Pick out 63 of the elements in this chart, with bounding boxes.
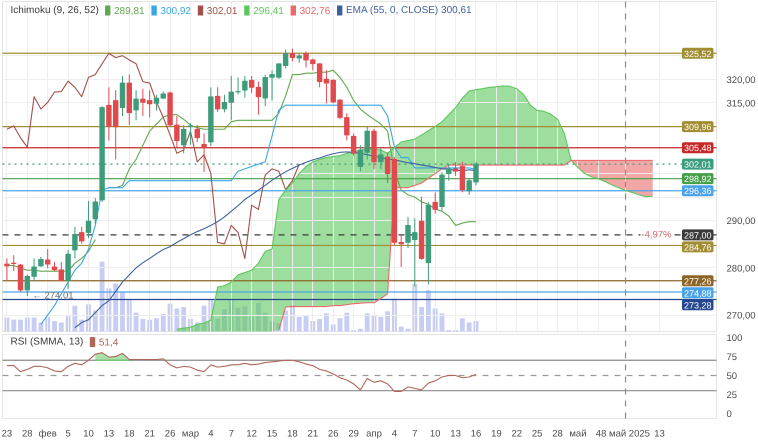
y-tick-label: 290,00 xyxy=(726,216,756,228)
legend-label: 289,81 xyxy=(114,6,146,17)
legend-label: EMA (55, 0, CLOSE) 300,61 xyxy=(346,5,472,16)
ref-line-label: 298,92 xyxy=(684,174,712,184)
legend-label: 51,4 xyxy=(98,338,119,349)
x-tick-label: 18 xyxy=(287,428,298,440)
legend-title: RSI (SMMA, 13) xyxy=(10,336,84,348)
ref-line-label: 296,36 xyxy=(684,186,712,196)
y-tick-label: 320,00 xyxy=(726,74,756,86)
x-tick-label: 4 xyxy=(596,428,601,440)
x-tick-label: 26 xyxy=(328,428,339,440)
x-tick-label: 29 xyxy=(348,428,359,440)
y-tick-label: 270,00 xyxy=(726,310,756,322)
legend-label: 296,41 xyxy=(253,6,284,17)
x-tick-label: 28 xyxy=(552,428,563,440)
x-tick-label: 4 xyxy=(208,428,214,440)
ref-line-label: 325,52 xyxy=(684,48,712,59)
legend-label: 300,92 xyxy=(160,6,192,17)
x-tick-label: 23 xyxy=(2,428,12,440)
x-tick-label: фев xyxy=(38,428,57,440)
x-tick-label: 16 xyxy=(470,428,482,440)
x-tick-label: 5 xyxy=(65,428,71,440)
legend-title: Ichimoku (9, 26, 52) xyxy=(10,5,99,16)
x-tick-label: 25 xyxy=(532,428,542,440)
x-tick-label: 13 xyxy=(654,428,665,440)
legend-label: 302,76 xyxy=(300,6,331,17)
x-tick-label: май xyxy=(569,428,587,440)
x-tick-label: мар xyxy=(182,428,200,440)
x-tick-label: 13 xyxy=(450,428,461,440)
x-tick-label: 13 xyxy=(104,428,114,440)
x-tick-label: 21 xyxy=(144,428,155,440)
ref-line-label: 284,76 xyxy=(684,242,712,252)
y-tick-label: 280,00 xyxy=(726,263,756,274)
x-tick-label: 10 xyxy=(430,428,440,440)
ref-line-label: 302,01 xyxy=(684,160,712,170)
x-tick-label: 18 xyxy=(124,428,135,440)
x-tick-label: 7 xyxy=(228,428,234,440)
annotation: -4,97% xyxy=(641,229,672,240)
x-tick-label: апр xyxy=(366,428,382,440)
x-tick-label: 21 xyxy=(308,428,318,440)
x-tick-label: 10 xyxy=(83,428,94,440)
ref-line-label: 309,96 xyxy=(684,122,712,132)
y-tick-label: 100 xyxy=(726,332,742,344)
x-tick-label: 28 xyxy=(22,428,33,440)
y-tick-label: 315,00 xyxy=(726,98,756,110)
x-tick-label: 12 xyxy=(246,428,257,440)
ref-line-label: 273,28 xyxy=(684,300,712,310)
x-tick-label: 8 май 2025 xyxy=(601,428,650,440)
y-tick-label: 50 xyxy=(726,370,738,382)
ref-line-label: 287,00 xyxy=(684,230,712,240)
y-tick-label: 75 xyxy=(726,352,738,363)
x-tick-label: 26 xyxy=(164,428,176,440)
y-tick-label: 0 xyxy=(726,408,732,420)
y-tick-label: 25 xyxy=(726,390,738,401)
ref-line-label: 305,48 xyxy=(684,143,712,154)
x-tick-label: 7 xyxy=(412,428,418,440)
x-tick-label: 15 xyxy=(266,428,278,440)
ref-line-label: 274,88 xyxy=(684,288,712,298)
ref-line-label: 277,26 xyxy=(684,276,712,286)
x-tick-label: 19 xyxy=(491,428,502,440)
x-tick-label: 22 xyxy=(511,428,522,440)
legend-label: 302,01 xyxy=(206,6,238,17)
x-tick-label: 4 xyxy=(392,428,398,440)
